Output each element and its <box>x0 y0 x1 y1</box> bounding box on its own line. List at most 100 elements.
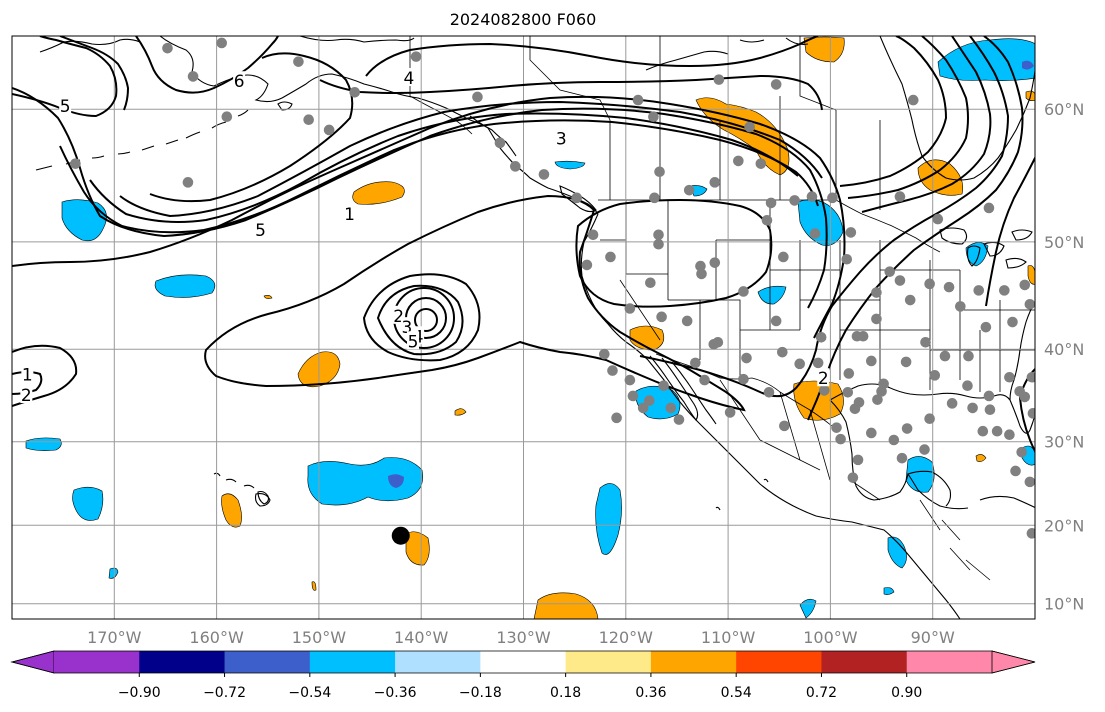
station-dot <box>812 357 824 369</box>
station-dot <box>789 195 800 206</box>
mexico-gulf-coastline <box>815 515 961 619</box>
station-dot <box>581 259 593 271</box>
latitude-tick-label: 20°N <box>1044 516 1084 535</box>
station-dot <box>888 434 900 446</box>
contour-line <box>1018 367 1035 453</box>
station-dot <box>843 368 855 379</box>
colorbar-segment <box>224 651 311 673</box>
colorbar-outline <box>10 650 1036 674</box>
station-dot <box>924 413 935 425</box>
pacific-islands <box>213 472 769 511</box>
contour-label-background <box>183 0 195 17</box>
station-dot <box>939 350 951 362</box>
station-dot <box>349 87 361 98</box>
strong-negative-anomaly-core <box>1022 60 1034 70</box>
negative-anomaly-area <box>25 437 62 451</box>
station-dot <box>293 56 304 67</box>
station-dot <box>538 169 550 180</box>
station-dot <box>852 454 864 466</box>
station-dot <box>653 238 664 250</box>
contour-label-background <box>400 317 413 336</box>
contour-line <box>847 36 969 199</box>
station-dot <box>920 336 931 348</box>
station-dot <box>1026 528 1035 539</box>
map-frame <box>11 35 1036 620</box>
positive-anomaly-area <box>629 325 665 351</box>
contour-line <box>639 36 1010 398</box>
station-dot <box>571 192 582 204</box>
station-dot <box>1016 446 1028 458</box>
station-dot <box>946 398 958 409</box>
vancouver-island <box>559 185 597 213</box>
positive-anomaly-area <box>454 408 467 416</box>
map-area: 123455654632123 <box>12 0 1051 619</box>
positive-anomaly-area <box>352 181 405 205</box>
storm-center-marker <box>391 526 410 545</box>
station-dot <box>709 257 721 268</box>
station-dot <box>871 313 882 325</box>
station-dot <box>943 281 955 293</box>
contour-label-background <box>640 17 652 35</box>
negative-anomaly-area <box>757 285 787 305</box>
station-dot <box>755 158 767 169</box>
station-dot <box>724 407 736 418</box>
station-dot <box>765 197 777 209</box>
station-dot <box>977 425 989 437</box>
colorbar-tick-label: −0.72 <box>203 685 246 701</box>
station-dot <box>221 111 233 123</box>
negative-anomaly-area <box>307 457 423 506</box>
contour-label: 2 <box>393 307 404 327</box>
colorbar-segment <box>480 651 567 673</box>
station-dot <box>653 229 664 241</box>
contour-label: 2 <box>21 386 32 406</box>
negative-anomaly-area <box>905 456 935 493</box>
station-dot <box>681 315 693 327</box>
alaska-north-coast <box>299 36 415 43</box>
station-dot <box>637 402 649 414</box>
station-dot <box>1026 371 1035 383</box>
station-dot <box>1010 465 1021 477</box>
station-dot <box>673 414 685 425</box>
station-dot <box>894 191 906 202</box>
station-dot <box>835 433 846 445</box>
station-dot <box>963 350 974 362</box>
station-dot <box>645 277 656 289</box>
station-dot <box>699 374 710 386</box>
contour-line <box>365 36 819 77</box>
contour-label-background <box>817 368 830 387</box>
negative-anomaly-area <box>689 185 708 197</box>
station-dot <box>1040 270 1051 281</box>
station-dot <box>494 137 506 149</box>
station-dot <box>983 390 995 402</box>
contour-line <box>319 74 823 111</box>
figure-title: 2024082800 F060 <box>450 10 597 29</box>
station-dot <box>1019 391 1031 403</box>
positive-anomaly-area <box>803 36 845 63</box>
positive-anomaly-area <box>405 531 430 566</box>
station-dot <box>815 331 827 343</box>
station-dot <box>624 303 636 314</box>
station-dot <box>303 114 314 125</box>
contour-line <box>985 155 1035 307</box>
contour-label: 5 <box>408 332 419 352</box>
contour-label: 3 <box>184 0 195 20</box>
station-dot <box>999 285 1010 296</box>
station-dot <box>907 94 919 106</box>
station-dot <box>632 94 644 106</box>
station-dot <box>1024 476 1035 488</box>
station-dot <box>991 425 1003 437</box>
station-dot <box>878 378 889 390</box>
contour-label: 1 <box>22 365 33 385</box>
longitude-tick-label: 120°W <box>599 628 654 647</box>
station-dot <box>1004 371 1015 383</box>
station-dot <box>713 74 725 85</box>
colorbar-segment <box>395 651 481 673</box>
strong-negative-anomaly-core <box>388 474 404 488</box>
station-dot <box>712 336 724 348</box>
colorbar-segment <box>821 651 908 673</box>
station-dot <box>738 373 749 385</box>
station-dot <box>709 177 721 188</box>
station-dot <box>654 166 665 178</box>
station-dot <box>809 228 821 239</box>
